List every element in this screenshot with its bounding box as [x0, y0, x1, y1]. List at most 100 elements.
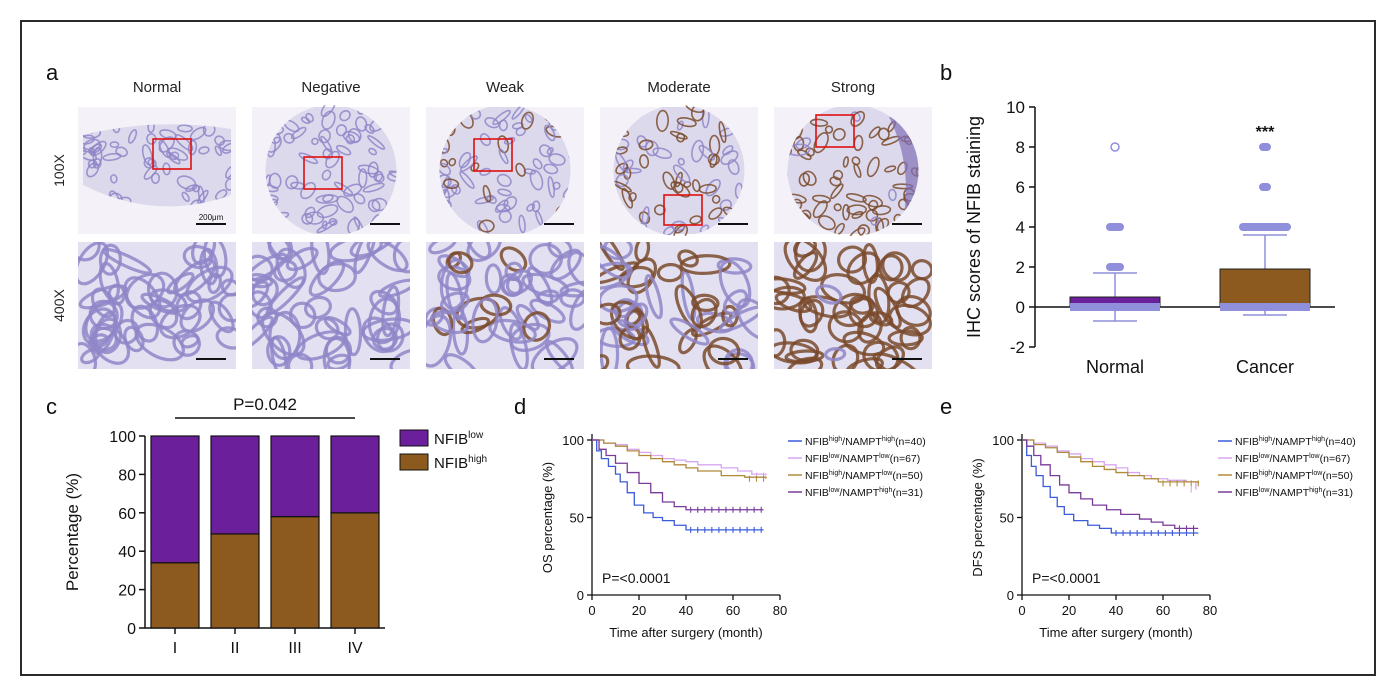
c-y-tick-label: 40	[118, 544, 136, 561]
c-bar-i-low	[150, 435, 200, 564]
panel-a-letter: a	[46, 60, 59, 85]
c-y-axis-label: Percentage (%)	[63, 473, 82, 591]
b-median-band	[1220, 303, 1310, 311]
d-y-tick-label: 0	[577, 588, 584, 603]
d-y-axis-label: OS percentage (%)	[540, 462, 555, 573]
d-legend-item-3: NFIBlow/NAMPThigh(n=31)	[788, 487, 923, 499]
micrograph-strong-100x	[774, 105, 932, 236]
b-box-cancer	[1219, 143, 1311, 316]
d-y-tick-label: 100	[562, 433, 584, 448]
d-km-curve-high-low	[592, 439, 767, 479]
micrograph-normal-400x	[78, 242, 236, 369]
e-y-tick-label: 50	[1000, 511, 1014, 526]
b-y-axis-label: IHC scores of NFIB staining	[964, 116, 984, 338]
c-legend-swatch	[399, 453, 429, 471]
d-x-tick-label: 40	[679, 603, 693, 618]
b-box-normal	[1069, 142, 1161, 322]
column-title-negative: Negative	[301, 79, 360, 96]
e-x-tick-label: 20	[1062, 603, 1076, 618]
c-legend-label: NFIBhigh	[434, 454, 487, 472]
c-bar-iii-high	[270, 516, 320, 629]
scale-bar-label: 200μm	[199, 213, 224, 222]
panel-a: a Normal Negative Weak Moderate Strong 100X 4…	[46, 60, 932, 369]
column-title-moderate: Moderate	[647, 79, 710, 96]
e-x-tick-label: 80	[1203, 603, 1217, 618]
e-km-curve-high-high	[1022, 439, 1199, 534]
c-legend-item-low: NFIBlow	[399, 429, 484, 448]
c-bar-iv-low	[330, 435, 380, 514]
e-km-curve-high-low	[1022, 439, 1199, 484]
e-y-tick-label: 0	[1007, 588, 1014, 603]
d-km-curve-low-high	[592, 439, 764, 511]
micrograph-weak-400x	[426, 242, 584, 369]
row-label-100x: 100X	[51, 153, 67, 186]
column-title-strong: Strong	[831, 79, 875, 96]
d-x-axis-label: Time after surgery (month)	[609, 625, 762, 640]
b-median-band	[1070, 303, 1160, 311]
b-y-tick-label: 8	[1016, 138, 1025, 157]
panel-d: d 0 50 100 0 20 40 60 80 Time after surgery (mon…	[514, 394, 926, 640]
b-outlier	[1106, 263, 1124, 271]
b-outlier	[1239, 223, 1291, 231]
b-significance-stars: ***	[1256, 124, 1275, 141]
c-y-tick-label: 80	[118, 467, 136, 484]
column-title-normal: Normal	[133, 79, 181, 96]
panel-e-letter: e	[940, 394, 952, 419]
d-legend-label: NFIBlow/NAMPThigh(n=31)	[805, 487, 923, 499]
d-km-curve-high-high	[592, 439, 764, 531]
micrograph-normal-100x: 200μm	[78, 107, 236, 234]
e-y-axis-label: DFS percentage (%)	[970, 458, 985, 577]
d-x-tick-label: 0	[588, 603, 595, 618]
e-x-axis-label: Time after surgery (month)	[1039, 625, 1192, 640]
magnified-region-box	[152, 138, 192, 170]
d-km-curve-low-low	[592, 439, 767, 476]
magnified-region-box	[473, 138, 513, 172]
panel-e: e 0 50 100 0 20 40 60 80 Time after surgery (mon…	[940, 394, 1356, 640]
e-legend-item-1: NFIBlow/NAMPTlow(n=67)	[1218, 453, 1350, 465]
e-legend-item-2: NFIBhigh/NAMPTlow(n=50)	[1218, 470, 1353, 482]
micrograph-negative-400x	[252, 242, 410, 369]
e-legend-label: NFIBhigh/NAMPTlow(n=50)	[1235, 470, 1353, 482]
b-box-rect	[1219, 268, 1311, 308]
b-y-tick-label: 2	[1016, 258, 1025, 277]
row-label-400x: 400X	[51, 288, 67, 321]
c-legend-item-high: NFIBhigh	[399, 453, 487, 472]
b-category-cancer: Cancer	[1236, 357, 1294, 377]
d-legend-item-0: NFIBhigh/NAMPThigh(n=40)	[788, 436, 926, 448]
c-bar-ii-high	[210, 533, 260, 629]
c-y-tick-label: 0	[127, 621, 136, 638]
b-y-tick-label: 10	[1006, 98, 1025, 117]
panel-b: b -2 0 2 4 6 8 10 IHC scores of NFIB staining No…	[940, 60, 1335, 377]
c-category-label: III	[288, 640, 301, 657]
c-bar-iv-high	[330, 512, 380, 629]
panel-c-letter: c	[46, 394, 57, 419]
b-outlier	[1110, 142, 1120, 152]
c-legend-label: NFIBlow	[434, 430, 484, 448]
panel-d-letter: d	[514, 394, 526, 419]
d-legend-label: NFIBhigh/NAMPTlow(n=50)	[805, 470, 923, 482]
micrograph-weak-100x	[426, 105, 584, 236]
e-km-curve-low-high	[1022, 439, 1199, 529]
panel-b-letter: b	[940, 60, 952, 85]
d-legend-item-1: NFIBlow/NAMPTlow(n=67)	[788, 453, 920, 465]
b-y-tick-label: 4	[1016, 218, 1025, 237]
d-x-tick-label: 20	[632, 603, 646, 618]
d-legend-label: NFIBlow/NAMPTlow(n=67)	[805, 453, 920, 465]
d-y-tick-label: 50	[570, 511, 584, 526]
c-category-label: II	[231, 640, 240, 657]
c-bar-ii-low	[210, 435, 260, 535]
b-category-normal: Normal	[1086, 357, 1144, 377]
b-y-tick-label: 6	[1016, 178, 1025, 197]
d-p-value: P=<0.0001	[602, 570, 671, 586]
c-category-label: IV	[347, 640, 362, 657]
c-y-tick-label: 100	[109, 429, 136, 446]
e-p-value: P=<0.0001	[1032, 570, 1101, 586]
magnified-region-box	[303, 156, 343, 190]
e-x-tick-label: 60	[1156, 603, 1170, 618]
micrograph-strong-400x	[774, 242, 932, 369]
b-y-tick-label: -2	[1010, 338, 1025, 357]
micrograph-moderate-400x	[600, 242, 758, 369]
micrograph-moderate-100x	[600, 105, 758, 236]
